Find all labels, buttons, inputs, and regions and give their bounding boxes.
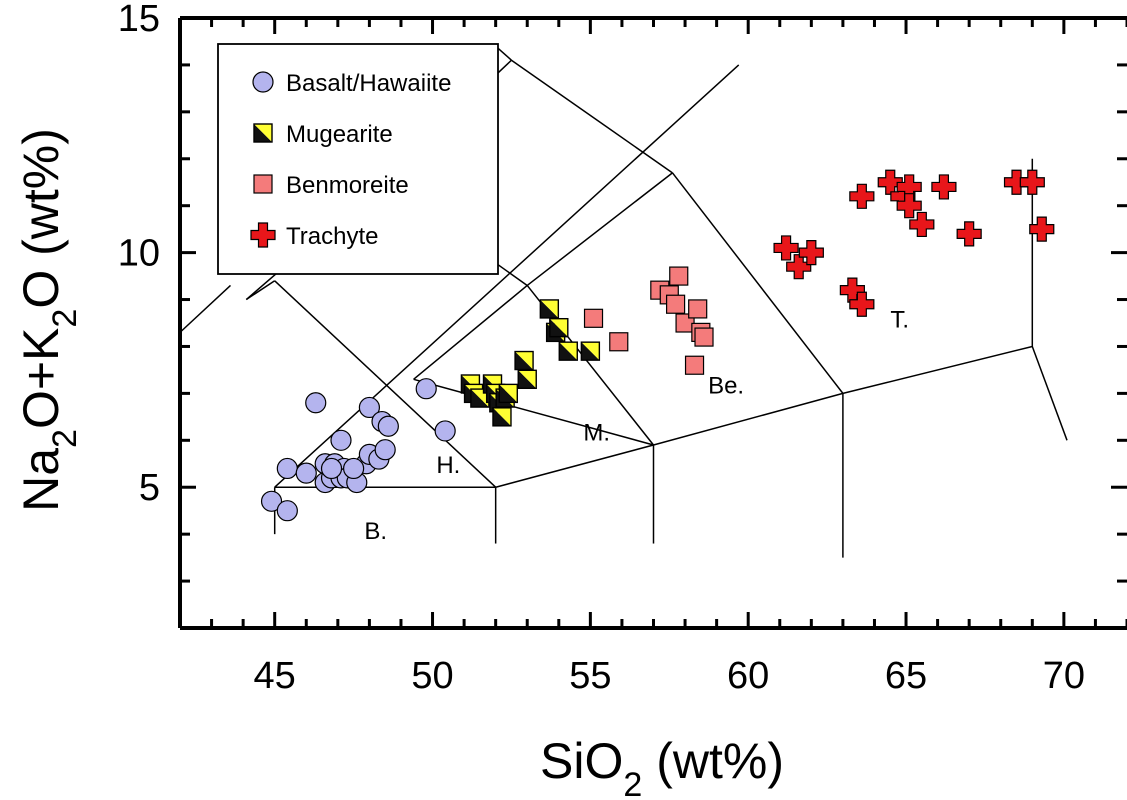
series-square: [583, 266, 714, 375]
circle-point: [276, 457, 298, 480]
y-tick-label: 10: [118, 233, 160, 275]
y-axis-label: Na2O+K2O (wt%): [13, 128, 84, 512]
circle-point: [343, 457, 365, 480]
boundary-line: [671, 172, 844, 394]
legend-entry: Basalt/Hawaiite: [286, 70, 451, 97]
boundary-line: [511, 59, 673, 174]
boundary-line: [179, 284, 232, 333]
field-label: H.: [436, 452, 460, 479]
boundary-line: [495, 444, 654, 488]
boundary-line: [413, 284, 528, 380]
boundary-line: [274, 64, 740, 488]
legend-marker-circle: [252, 71, 274, 93]
cross-point: [956, 221, 982, 247]
circle-point: [377, 415, 399, 437]
y-tick-label: 5: [139, 467, 160, 509]
half-square-point: [539, 299, 560, 319]
cross-point: [909, 211, 935, 238]
cross-point: [1029, 216, 1055, 242]
circle-point: [358, 396, 380, 419]
legend-entry: Mugearite: [286, 121, 393, 148]
circle-point: [305, 392, 327, 414]
cross-point: [798, 240, 824, 266]
classification-boundaries: [179, 45, 1068, 558]
circle-point: [415, 378, 437, 400]
legend-marker-half-square: [253, 123, 273, 143]
square-point: [688, 299, 708, 319]
square-point: [609, 332, 629, 352]
data-points: [260, 169, 1055, 522]
cross-point: [931, 174, 957, 200]
half-square-point: [517, 369, 537, 390]
series-half-square: [460, 299, 601, 427]
boundary-line: [653, 392, 844, 446]
legend-marker-square: [253, 174, 273, 194]
boundary-line: [526, 172, 673, 287]
legend: Basalt/Hawaiite Mugearite Benmoreite Trachy…: [217, 43, 499, 275]
x-tick-label: 60: [727, 655, 769, 697]
square-point: [694, 327, 714, 347]
series-cross: [773, 169, 1055, 317]
circle-point: [434, 420, 456, 442]
half-square-point: [492, 407, 512, 427]
x-tick-label: 55: [569, 655, 611, 697]
field-label: M.: [583, 419, 610, 446]
half-square-point: [549, 317, 569, 338]
half-square-point: [558, 341, 578, 361]
square-point: [665, 294, 686, 314]
boundary-line: [274, 280, 497, 488]
field-label: Be.: [708, 372, 744, 399]
x-axis-label: SiO2 (wt%): [540, 733, 784, 800]
square-point: [583, 308, 604, 328]
legend-marker-cross: [250, 222, 276, 248]
half-square-point: [514, 350, 534, 371]
cross-point: [849, 183, 875, 209]
circle-point: [295, 462, 317, 484]
x-tick-label: 50: [411, 655, 453, 697]
square-point: [669, 266, 689, 286]
cross-point: [786, 254, 812, 280]
circle-point: [330, 429, 352, 451]
square-point: [684, 355, 705, 375]
axes: 45 50 55 60 65 70 5 10 15: [118, 0, 1127, 697]
half-square-point: [580, 341, 601, 361]
cross-point: [1019, 169, 1045, 195]
circle-point: [260, 490, 283, 512]
legend-entry: Trachyte: [286, 223, 378, 250]
cross-point: [896, 193, 922, 219]
y-tick-label: 15: [118, 0, 160, 40]
cross-point: [849, 291, 875, 317]
boundary-line: [413, 378, 654, 446]
circle-point: [374, 439, 396, 461]
series-circle: [260, 378, 456, 522]
field-labels: B. H. M. Be. T.: [364, 307, 909, 545]
legend-entry: Benmoreite: [286, 172, 409, 199]
x-tick-label: 70: [1043, 655, 1085, 697]
x-tick-label: 65: [885, 655, 927, 697]
field-label: B.: [364, 518, 387, 545]
boundary-line: [842, 345, 1033, 395]
field-label: T.: [890, 307, 909, 334]
cross-point: [773, 235, 799, 261]
half-square-point: [498, 383, 518, 404]
circle-point: [320, 457, 343, 480]
x-tick-label: 45: [254, 655, 296, 697]
boundary-line: [1031, 346, 1068, 441]
circle-point: [276, 500, 298, 522]
